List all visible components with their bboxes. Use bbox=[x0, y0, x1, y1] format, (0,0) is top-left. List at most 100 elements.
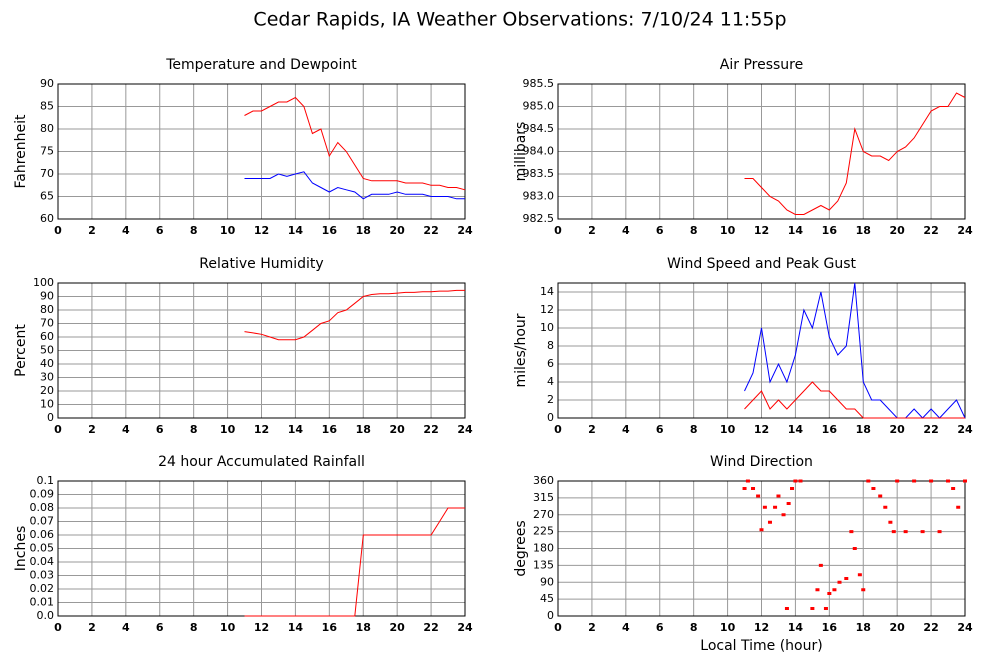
x-tick-label: 0 bbox=[54, 423, 62, 436]
data-point bbox=[762, 505, 767, 509]
x-tick-label: 2 bbox=[88, 621, 96, 634]
panel: Wind Direction degrees Local Time (hour) 0 2… bbox=[513, 454, 973, 654]
data-point bbox=[793, 479, 798, 483]
data-line bbox=[744, 282, 966, 419]
x-tick-label: 14 bbox=[788, 621, 804, 634]
y-tick-label: 75 bbox=[40, 145, 54, 158]
x-tick-label: 8 bbox=[690, 224, 698, 237]
x-tick-label: 16 bbox=[322, 224, 338, 237]
data-point bbox=[810, 607, 815, 610]
x-tick-label: 14 bbox=[788, 423, 804, 436]
x-tick-label: 20 bbox=[890, 621, 906, 634]
y-tick-label: 60 bbox=[40, 330, 54, 343]
data-point bbox=[912, 479, 917, 483]
data-point bbox=[776, 494, 781, 498]
x-tick-label: 22 bbox=[423, 423, 438, 436]
x-tick-label: 16 bbox=[822, 621, 838, 634]
x-tick-label: 20 bbox=[390, 621, 406, 634]
data-line bbox=[744, 92, 966, 215]
y-tick-label: 14 bbox=[540, 285, 554, 298]
data-point bbox=[756, 494, 761, 498]
x-tick-label: 2 bbox=[588, 224, 596, 237]
y-tick-label: 225 bbox=[533, 525, 554, 538]
x-tick-label: 22 bbox=[423, 224, 438, 237]
data-point bbox=[883, 505, 888, 509]
x-tick-label: 0 bbox=[54, 621, 62, 634]
y-tick-label: 80 bbox=[40, 122, 54, 135]
x-axis-label: Local Time (hour) bbox=[700, 638, 822, 654]
x-tick-label: 14 bbox=[288, 224, 304, 237]
data-line bbox=[244, 289, 465, 341]
x-tick-label: 10 bbox=[720, 621, 736, 634]
x-tick-label: 2 bbox=[588, 621, 596, 634]
page-title: Cedar Rapids, IA Weather Observations: 7… bbox=[253, 9, 786, 31]
x-tick-label: 4 bbox=[122, 224, 130, 237]
x-tick-label: 22 bbox=[923, 621, 938, 634]
data-point bbox=[790, 487, 795, 490]
data-point bbox=[823, 607, 828, 610]
x-tick-label: 8 bbox=[690, 423, 698, 436]
data-point bbox=[871, 487, 876, 490]
x-tick-label: 8 bbox=[190, 423, 198, 436]
y-axis-label: miles/hour bbox=[513, 313, 529, 387]
data-point bbox=[929, 479, 934, 483]
x-tick-label: 4 bbox=[622, 423, 630, 436]
y-tick-label: 40 bbox=[40, 357, 54, 370]
x-tick-label: 22 bbox=[923, 423, 938, 436]
x-tick-label: 8 bbox=[690, 621, 698, 634]
data-point bbox=[745, 479, 750, 483]
data-point bbox=[818, 563, 823, 567]
y-tick-label: 0.06 bbox=[30, 528, 55, 541]
panel-title: Wind Speed and Peak Gust bbox=[667, 256, 856, 272]
x-tick-label: 20 bbox=[890, 423, 906, 436]
plot-frame bbox=[557, 83, 966, 220]
y-tick-label: 45 bbox=[540, 592, 554, 605]
y-tick-label: 983.5 bbox=[523, 167, 555, 180]
data-point bbox=[815, 588, 820, 592]
data-point bbox=[844, 577, 849, 580]
x-tick-label: 4 bbox=[122, 423, 130, 436]
y-tick-label: 10 bbox=[40, 398, 54, 411]
y-tick-label: 80 bbox=[40, 303, 54, 316]
data-point bbox=[903, 530, 908, 534]
x-tick-label: 6 bbox=[156, 224, 164, 237]
x-tick-label: 2 bbox=[588, 423, 596, 436]
x-tick-label: 16 bbox=[322, 423, 338, 436]
data-point bbox=[951, 487, 956, 490]
data-line bbox=[244, 507, 465, 617]
y-tick-label: 360 bbox=[533, 474, 554, 487]
x-tick-label: 8 bbox=[190, 621, 198, 634]
x-tick-label: 24 bbox=[457, 423, 473, 436]
y-tick-label: 60 bbox=[40, 212, 54, 225]
panel-title: Air Pressure bbox=[720, 57, 803, 73]
data-point bbox=[888, 520, 893, 524]
x-tick-label: 0 bbox=[554, 621, 562, 634]
panel-title: Wind Direction bbox=[710, 454, 813, 470]
y-tick-label: 90 bbox=[40, 77, 54, 90]
x-tick-label: 18 bbox=[856, 621, 871, 634]
y-tick-label: 20 bbox=[40, 384, 54, 397]
x-tick-label: 16 bbox=[822, 224, 838, 237]
y-tick-label: 983.0 bbox=[523, 190, 555, 203]
y-tick-label: 0.07 bbox=[30, 515, 55, 528]
data-point bbox=[767, 520, 772, 524]
y-tick-label: 0.09 bbox=[30, 488, 55, 501]
y-tick-label: 8 bbox=[547, 339, 554, 352]
x-tick-label: 8 bbox=[190, 224, 198, 237]
x-tick-label: 16 bbox=[822, 423, 838, 436]
y-tick-label: 0 bbox=[547, 411, 554, 424]
data-point bbox=[798, 479, 803, 483]
plot-frame bbox=[557, 282, 966, 419]
x-tick-label: 12 bbox=[254, 224, 269, 237]
x-tick-label: 14 bbox=[288, 621, 304, 634]
x-tick-label: 12 bbox=[754, 423, 769, 436]
y-tick-label: 90 bbox=[40, 290, 54, 303]
x-tick-label: 24 bbox=[457, 621, 473, 634]
x-tick-label: 10 bbox=[720, 423, 736, 436]
x-tick-label: 10 bbox=[220, 224, 236, 237]
data-point bbox=[861, 588, 866, 592]
y-tick-label: 65 bbox=[40, 190, 54, 203]
